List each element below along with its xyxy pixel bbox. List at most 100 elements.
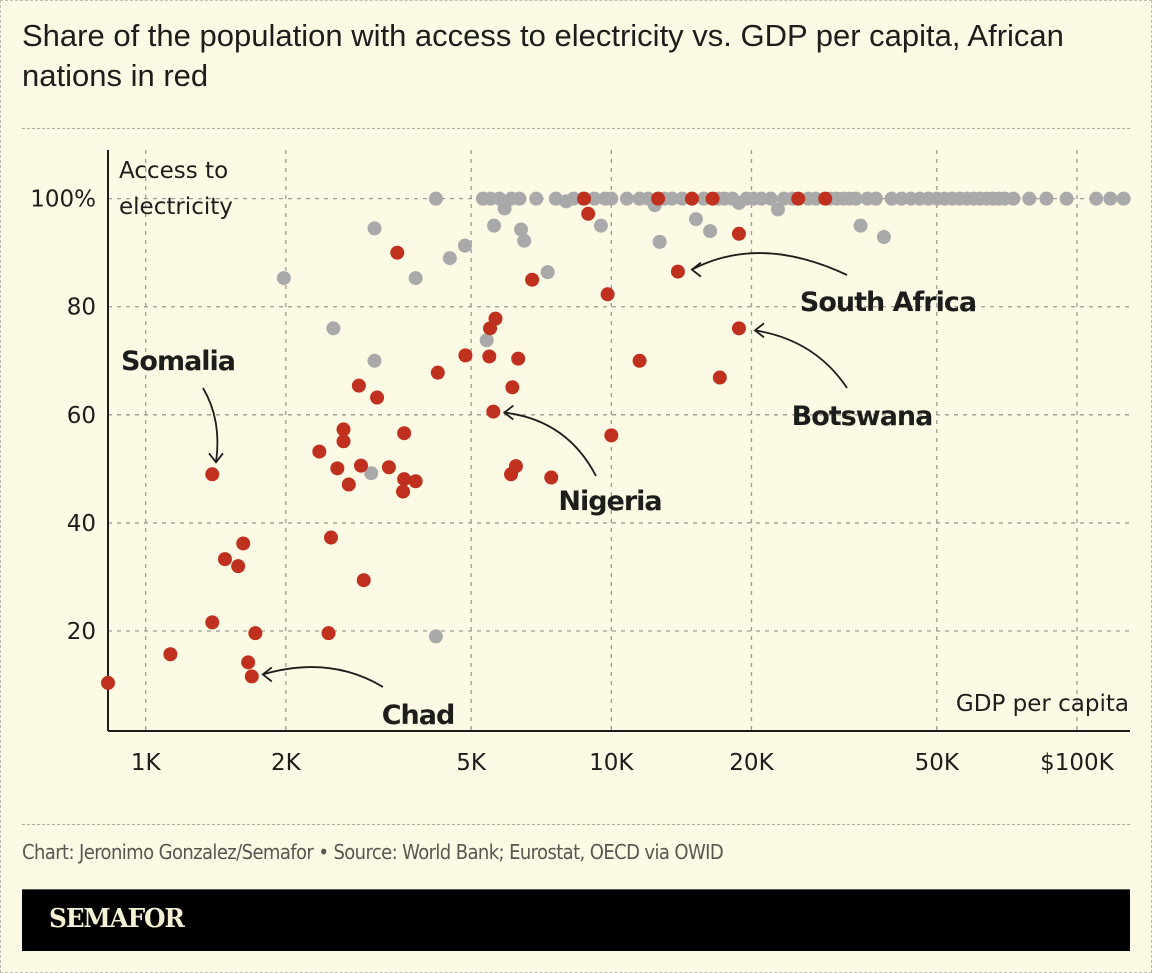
africa-point [486, 404, 501, 419]
other-point [517, 233, 532, 248]
other-point [619, 191, 634, 206]
tick-labels: 1K 2K 5K 10K 20K 50K $100K 20 40 60 80 100% [30, 187, 1114, 776]
other-point [848, 191, 863, 206]
africa-point [791, 191, 806, 206]
africa-point [336, 422, 351, 437]
africa-point [217, 552, 232, 567]
other-point [428, 191, 443, 206]
africa-point [244, 669, 259, 684]
africa-point [236, 536, 251, 551]
y-tick-label: 100% [30, 187, 96, 213]
africa-point [205, 467, 220, 482]
other-point [540, 265, 555, 280]
africa-point [670, 264, 685, 279]
other-point [703, 224, 718, 239]
data-points [101, 191, 1131, 690]
africa-point [390, 245, 405, 260]
other-point [326, 321, 341, 336]
other-point [868, 191, 883, 206]
y-tick-label: 80 [67, 295, 96, 321]
x-tick-label: 50K [915, 750, 960, 776]
annotation-label: Chad [382, 700, 455, 731]
other-point [770, 202, 785, 217]
other-point [276, 271, 291, 286]
africa-point [731, 226, 746, 241]
other-point [479, 333, 494, 348]
x-tick-label: 5K [456, 750, 487, 776]
other-point [675, 191, 690, 206]
source-credit: Chart: Jeronimo Gonzalez/Semafor • Sourc… [22, 840, 724, 864]
africa-point [312, 444, 327, 459]
other-point [1039, 191, 1054, 206]
other-point [1006, 191, 1021, 206]
scatter-plot: 1K 2K 5K 10K 20K 50K $100K 20 40 60 80 100% Somalia… [30, 150, 1131, 776]
annotation-arrow [202, 387, 219, 463]
other-point [652, 234, 667, 249]
africa-point [581, 206, 596, 221]
africa-point [408, 474, 423, 489]
africa-point [488, 311, 503, 326]
africa-point [458, 348, 473, 363]
africa-point [323, 530, 338, 545]
africa-point [600, 287, 615, 302]
africa-point [397, 426, 412, 441]
africa-point [370, 390, 385, 405]
africa-point [241, 655, 256, 670]
africa-point [430, 365, 445, 380]
africa-point [508, 459, 523, 474]
africa-point [604, 428, 619, 443]
africa-point [163, 647, 178, 662]
africa-point [341, 477, 356, 492]
africa-point [396, 484, 411, 499]
annotations: Somalia Chad Nigeria South Africa Botswana [121, 252, 977, 731]
africa-point [577, 191, 592, 206]
other-point [1022, 191, 1037, 206]
africa-point [248, 626, 263, 641]
annotation-arrow [262, 666, 384, 688]
africa-point [632, 353, 647, 368]
other-point [604, 191, 619, 206]
africa-point [397, 472, 412, 487]
africa-point [351, 378, 366, 393]
africa-point [684, 191, 699, 206]
other-point [853, 218, 868, 233]
arrow-head-icon [690, 261, 702, 278]
y-tick-label: 40 [67, 511, 96, 537]
annotation-arrow [691, 252, 848, 276]
africa-point [705, 191, 720, 206]
africa-point [381, 460, 396, 475]
africa-point [356, 573, 371, 588]
brand-bar: SEMAFOR [22, 889, 1130, 951]
other-point [367, 221, 382, 236]
africa-point [321, 626, 336, 641]
annotation-arrow [754, 329, 848, 389]
africa-point [505, 380, 520, 395]
other-point [593, 218, 608, 233]
africa-point [336, 434, 351, 449]
grid-lines [108, 150, 1130, 731]
other-point [1116, 191, 1131, 206]
annotation-label: Botswana [792, 401, 933, 432]
x-tick-label: 2K [271, 750, 302, 776]
other-point [512, 191, 527, 206]
x-tick-label: 20K [729, 750, 774, 776]
arrow-head-icon [261, 666, 273, 683]
annotation-label: South Africa [800, 287, 976, 318]
africa-point [651, 191, 666, 206]
annotation-label: Somalia [121, 346, 235, 377]
africa-point [544, 470, 559, 485]
y-tick-label: 60 [67, 403, 96, 429]
footer-divider [22, 824, 1130, 825]
other-point [587, 191, 602, 206]
africa-point [205, 615, 220, 630]
other-point [428, 629, 443, 644]
africa-point [818, 191, 833, 206]
other-point [364, 466, 379, 481]
africa-point [731, 321, 746, 336]
other-point [529, 191, 544, 206]
y-tick-label: 20 [67, 619, 96, 645]
africa-point [712, 370, 727, 385]
chart-title: Share of the population with access to e… [22, 18, 1064, 93]
other-point [664, 191, 679, 206]
other-point [457, 238, 472, 253]
